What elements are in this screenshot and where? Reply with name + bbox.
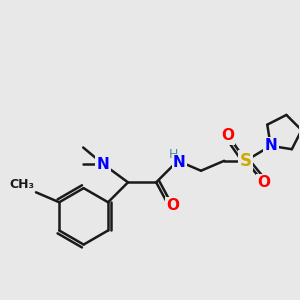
Text: N: N: [173, 155, 186, 170]
Text: N: N: [97, 157, 110, 172]
Text: S: S: [240, 152, 252, 170]
Text: N: N: [264, 138, 277, 153]
Text: H: H: [169, 148, 178, 161]
Text: CH₃: CH₃: [9, 178, 34, 190]
Text: O: O: [221, 128, 234, 143]
Text: O: O: [166, 198, 179, 213]
Text: O: O: [257, 175, 271, 190]
